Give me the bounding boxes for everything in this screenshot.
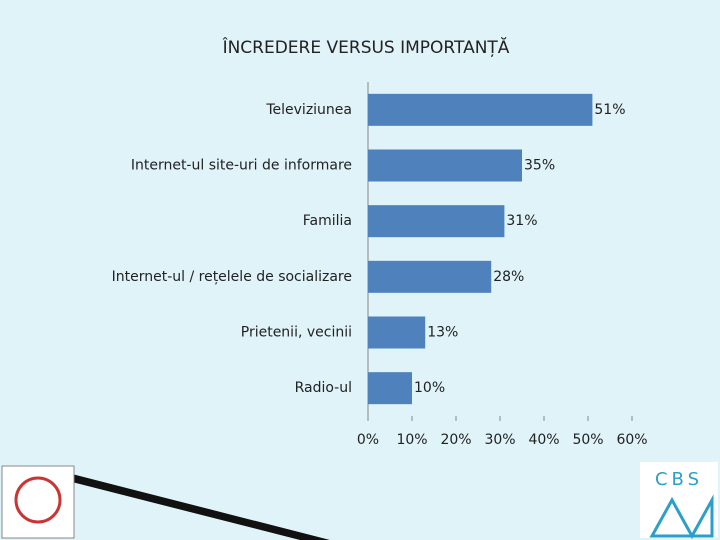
y-tick-label: Internet-ul / rețelele de socializare	[112, 269, 352, 285]
x-tick-label: 50%	[572, 432, 603, 448]
bar	[368, 93, 593, 126]
bar	[368, 149, 522, 182]
value-label: 10%	[414, 380, 445, 396]
x-tick-label: 60%	[616, 432, 647, 448]
value-label: 13%	[427, 325, 458, 341]
value-label: 31%	[506, 213, 537, 229]
chart-title: ÎNCREDERE VERSUS IMPORTANȚĂ	[222, 36, 510, 58]
x-tick-label: 40%	[528, 432, 559, 448]
x-tick-label: 20%	[440, 432, 471, 448]
bar	[368, 316, 426, 349]
bar	[368, 372, 412, 405]
y-tick-label: Internet-ul site-uri de informare	[131, 158, 352, 174]
logo-text: CBS	[655, 469, 703, 490]
y-tick-label: Radio-ul	[295, 380, 352, 396]
y-tick-label: Familia	[303, 213, 352, 229]
x-tick-label: 0%	[357, 432, 379, 448]
x-tick-label: 10%	[396, 432, 427, 448]
right-logo	[640, 462, 718, 538]
decor-stripe	[72, 474, 330, 540]
value-label: 51%	[594, 102, 625, 118]
x-tick-label: 30%	[484, 432, 515, 448]
left-logo-ring	[14, 476, 62, 524]
bar	[368, 260, 492, 293]
value-label: 28%	[493, 269, 524, 285]
bar	[368, 205, 505, 238]
value-label: 35%	[524, 158, 555, 174]
y-tick-label: Televiziunea	[265, 102, 352, 118]
y-tick-label: Prietenii, vecinii	[241, 325, 352, 341]
logo-mark	[649, 494, 714, 540]
